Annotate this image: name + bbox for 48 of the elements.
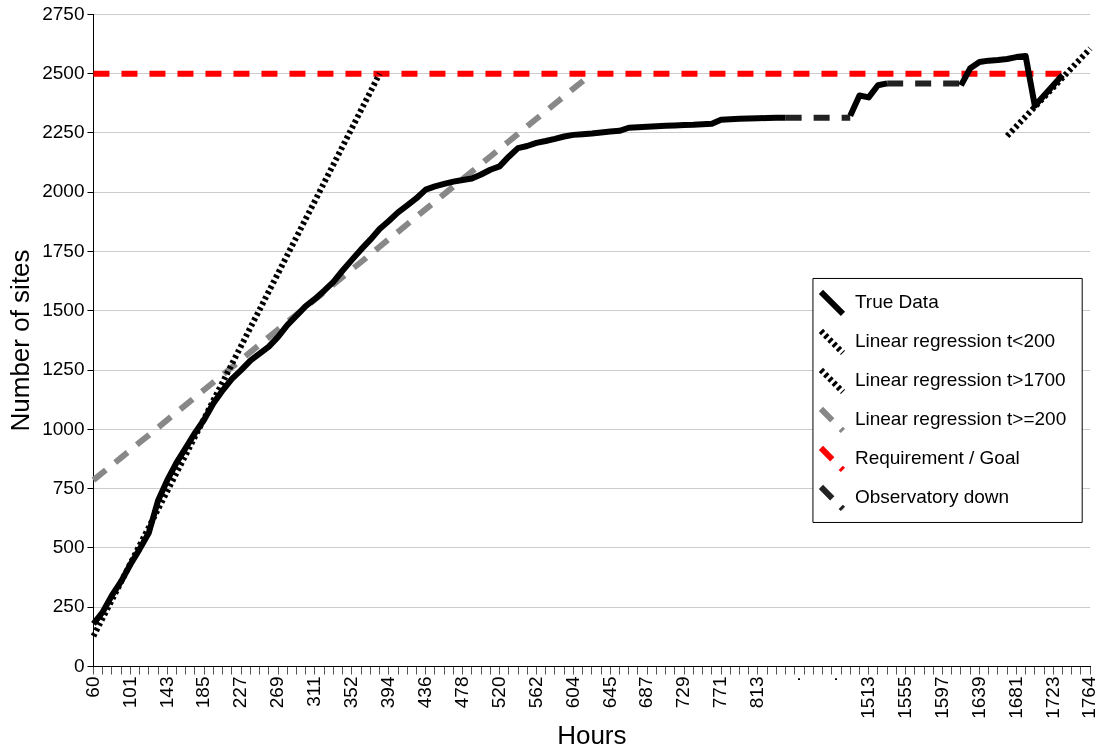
x-axis-title: Hours <box>557 719 627 750</box>
y-tick-label: 1250 <box>42 358 85 380</box>
x-tick-label: 604 <box>561 676 583 709</box>
x-tick-label: 352 <box>340 676 362 709</box>
x-tick-label: 771 <box>709 676 731 709</box>
y-tick-label: 0 <box>73 654 85 676</box>
x-tick-label: 687 <box>635 676 657 709</box>
x-tick-label: 1597 <box>930 676 952 719</box>
x-tick-label: 520 <box>487 676 509 709</box>
legend-label: True Data <box>854 291 940 313</box>
y-tick-label: 2000 <box>42 180 85 202</box>
y-tick-label: 2750 <box>42 2 85 24</box>
x-tick-label: 645 <box>598 676 620 709</box>
x-tick-label: 185 <box>192 676 214 709</box>
y-tick-label: 2500 <box>42 61 85 83</box>
y-tick-label: 250 <box>52 595 85 617</box>
y-tick-label: 1500 <box>42 299 85 321</box>
legend-label: Requirement / Goal <box>854 447 1020 469</box>
y-tick-label: 750 <box>52 476 85 498</box>
x-tick-label: 1764 <box>1078 676 1100 719</box>
y-axis-title: Number of sites <box>4 249 35 432</box>
x-tick-label: 562 <box>524 676 546 709</box>
x-tick-label: 1555 <box>893 676 915 719</box>
x-tick-label: 143 <box>155 676 177 709</box>
x-tick-label: 436 <box>413 676 435 709</box>
x-tick-label: 1681 <box>1004 676 1026 719</box>
x-tick-label: 813 <box>746 676 768 709</box>
x-tick-label: 101 <box>118 676 140 709</box>
x-tick-label: 269 <box>266 676 288 709</box>
y-tick-label: 500 <box>52 536 85 558</box>
x-tick-label: 394 <box>377 676 399 709</box>
x-tick-label: 1513 <box>856 676 878 719</box>
y-tick-label: 1000 <box>42 417 85 439</box>
legend-label: Linear regression t>=200 <box>854 408 1067 430</box>
y-tick-label: 2250 <box>42 121 85 143</box>
legend-label: Linear regression t<200 <box>854 330 1056 352</box>
x-tick-label: 311 <box>303 676 325 707</box>
x-tick-label: 478 <box>450 676 472 709</box>
legend-label: Observatory down <box>854 486 1010 508</box>
x-tick-label: 729 <box>672 676 694 709</box>
x-tick-label: 1639 <box>967 676 989 719</box>
legend-label: Linear regression t>1700 <box>854 369 1066 391</box>
x-tick-label: . <box>783 676 805 682</box>
x-tick-label: 60 <box>81 676 103 698</box>
x-tick-label: 1723 <box>1041 676 1063 719</box>
x-tick-label: 227 <box>229 676 251 709</box>
x-tick-label: . <box>820 676 842 682</box>
y-tick-label: 1750 <box>42 239 85 261</box>
